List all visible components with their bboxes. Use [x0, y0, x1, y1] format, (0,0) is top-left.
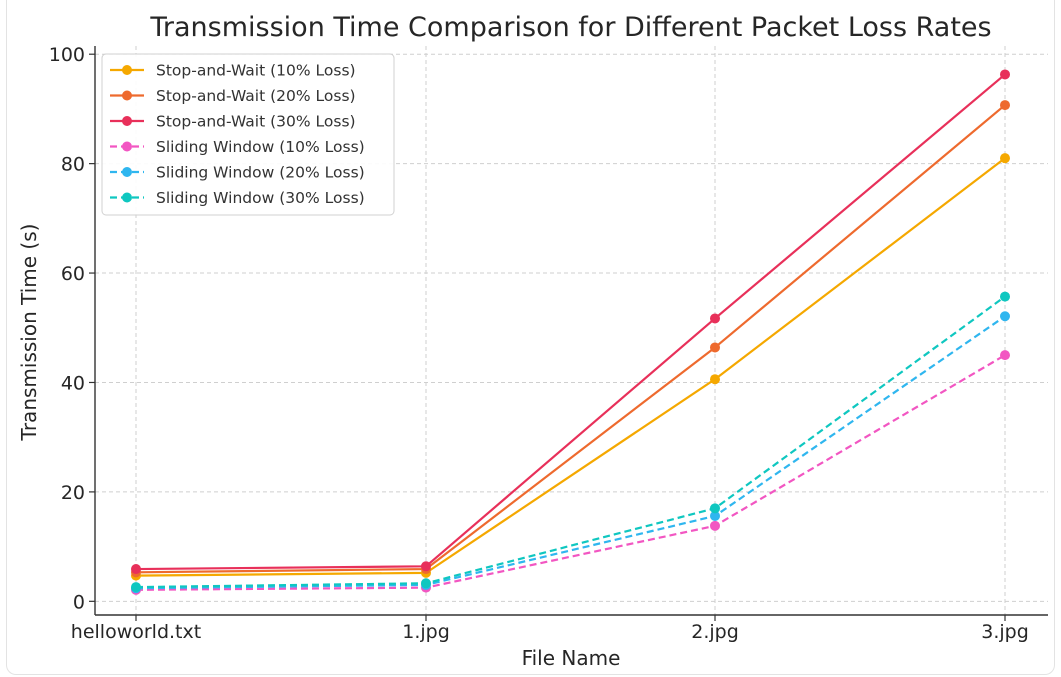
data-point: [710, 503, 720, 514]
series-3: [131, 69, 1010, 575]
legend-item: Sliding Window (20% Loss): [110, 164, 365, 182]
data-point: [131, 564, 141, 575]
legend-label: Stop-and-Wait (20% Loss): [156, 87, 356, 105]
series-line: [135, 104, 1006, 574]
legend-item: Sliding Window (10% Loss): [110, 138, 365, 156]
series-5: [131, 311, 1010, 594]
legend-label: Stop-and-Wait (30% Loss): [156, 113, 356, 131]
series-line: [135, 73, 1006, 571]
data-point: [710, 520, 720, 531]
data-point: [131, 582, 141, 593]
legend: Stop-and-Wait (10% Loss) Stop-and-Wait (2…: [101, 53, 395, 216]
y-tick-label: 80: [61, 154, 85, 176]
x-tick-label: 2.jpg: [691, 621, 739, 643]
series-line: [135, 157, 1006, 577]
data-point: [1000, 100, 1010, 111]
series-4: [131, 350, 1010, 595]
data-point: [1000, 291, 1010, 302]
y-axis-ticks: 0 20 40 60 80 100: [49, 44, 95, 613]
data-point: [710, 342, 720, 353]
legend-swatch-marker: [122, 90, 132, 101]
series-line: [135, 315, 1006, 590]
data-point: [1000, 69, 1010, 80]
legend-swatch-marker: [122, 167, 132, 177]
data-point: [710, 374, 720, 385]
legend-label: Sliding Window (20% Loss): [156, 164, 365, 182]
legend-label: Stop-and-Wait (10% Loss): [156, 62, 356, 80]
legend-box: [101, 53, 395, 216]
y-tick-label: 60: [61, 263, 85, 285]
data-point: [710, 313, 720, 324]
x-axis-label: File Name: [522, 646, 621, 670]
x-tick-label: 1.jpg: [402, 621, 450, 643]
y-tick-label: 20: [61, 482, 85, 504]
x-tick-label: 3.jpg: [981, 621, 1029, 643]
data-point: [1000, 350, 1010, 361]
y-tick-label: 40: [61, 372, 85, 394]
data-point: [421, 578, 431, 589]
legend-label: Sliding Window (30% Loss): [156, 189, 365, 207]
series-line: [135, 295, 1006, 589]
series-6: [131, 291, 1010, 593]
y-tick-label: 0: [73, 591, 85, 613]
axes: [94, 46, 1048, 616]
legend-swatch-marker: [122, 141, 132, 152]
legend-item: Sliding Window (30% Loss): [110, 189, 365, 207]
chart-frame: [6, 0, 1055, 675]
x-tick-label: helloworld.txt: [71, 621, 201, 643]
legend-item: Stop-and-Wait (30% Loss): [110, 113, 356, 131]
y-tick-label: 100: [49, 44, 85, 66]
legend-swatch-marker: [122, 116, 132, 126]
y-axis-label: Transmission Time (s): [17, 224, 41, 442]
series-1: [131, 153, 1010, 581]
legend-swatch-marker: [122, 192, 132, 203]
x-axis-ticks: helloworld.txt 1.jpg 2.jpg 3.jpg: [71, 615, 1029, 643]
data-point: [710, 510, 720, 521]
chart-title: Transmission Time Comparison for Differe…: [149, 12, 991, 43]
series-line: [135, 354, 1006, 591]
data-point: [1000, 311, 1010, 322]
legend-item: Stop-and-Wait (20% Loss): [110, 87, 356, 105]
legend-swatch-marker: [122, 65, 132, 75]
legend-item: Stop-and-Wait (10% Loss): [110, 62, 356, 80]
data-point: [1000, 153, 1010, 164]
series-group: [131, 69, 1010, 595]
legend-label: Sliding Window (10% Loss): [156, 138, 365, 156]
data-point: [421, 561, 431, 572]
